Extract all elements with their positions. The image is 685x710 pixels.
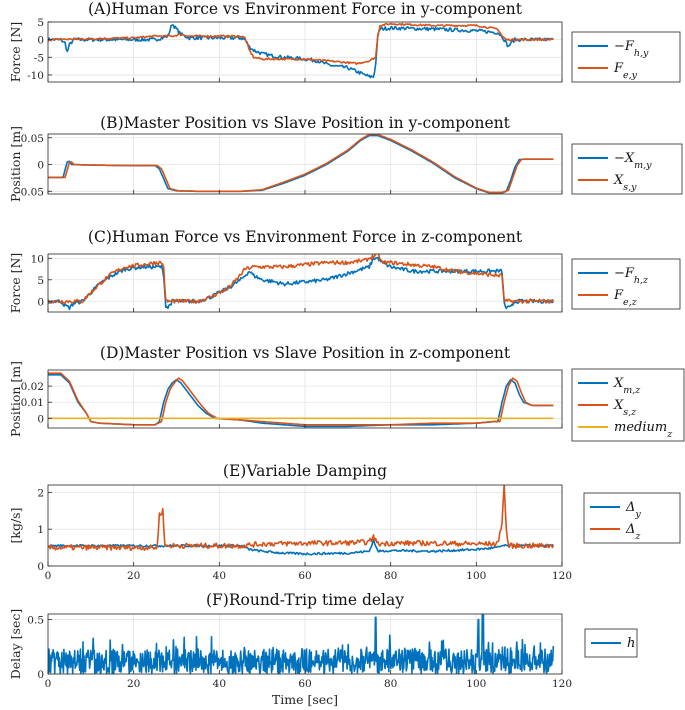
series-group	[48, 134, 554, 194]
x-axis-label: Time [sec]	[272, 692, 338, 707]
y-tick-label: 0	[37, 35, 44, 47]
y-axis-label: [kg/s]	[8, 508, 23, 544]
legend-label: mediumz	[614, 420, 673, 440]
x-tick-label: 60	[298, 678, 311, 690]
panel-title: (C)Human Force vs Environment Force in z…	[88, 228, 523, 246]
legend-label: Fe,z	[613, 288, 638, 308]
legend: h	[584, 628, 638, 658]
y-tick-label: -0.05	[17, 186, 44, 198]
panel-title: (F)Round-Trip time delay	[206, 591, 404, 609]
legend-label: h	[627, 636, 635, 651]
panel-title: (A)Human Force vs Environment Force in y…	[88, 0, 523, 18]
y-axis-label: Delay [sec]	[8, 609, 23, 679]
series-line-1	[48, 134, 554, 194]
legend-box	[571, 31, 681, 83]
x-tick-label: 100	[466, 678, 486, 690]
legend-label: −Fh,z	[614, 266, 649, 286]
x-tick-label: 20	[127, 678, 140, 690]
y-tick-label: 1	[37, 524, 44, 536]
series-group	[48, 254, 555, 311]
y-tick-label: 0	[37, 413, 44, 425]
legend-box	[571, 143, 683, 195]
series-line-1	[48, 372, 554, 426]
y-tick-label: 2	[37, 487, 44, 499]
panel-a-human-force-y: (A)Human Force vs Environment Force in y…	[8, 0, 681, 83]
y-tick-label: 0	[37, 669, 44, 681]
x-tick-label: 120	[552, 570, 572, 582]
legend: −Fh,yFe,y	[571, 31, 681, 83]
y-tick-label: 0.02	[21, 381, 44, 393]
panel-title: (D)Master Position vs Slave Position in …	[100, 344, 511, 362]
panel-c-human-force-z: (C)Human Force vs Environment Force in z…	[8, 228, 681, 314]
legend-label: Δz	[625, 522, 641, 542]
y-axis-label: Position [m]	[8, 126, 23, 202]
legend-box	[571, 258, 681, 310]
y-tick-label: 0	[37, 296, 44, 308]
x-tick-label: 120	[552, 678, 572, 690]
panel-d-position-z: (D)Master Position vs Slave Position in …	[8, 344, 685, 442]
series-line-0	[48, 256, 555, 311]
y-tick-label: 0.01	[21, 397, 44, 409]
x-tick-label: 80	[384, 678, 397, 690]
legend: −Xm,yXs,y	[571, 143, 683, 195]
y-tick-label: 10	[31, 253, 44, 265]
y-tick-label: 0	[37, 561, 44, 573]
y-axis-label: Position [m]	[8, 361, 23, 437]
legend: −Fh,zFe,z	[571, 258, 681, 310]
panel-b-position-y: (B)Master Position vs Slave Position in …	[8, 114, 683, 202]
legend-box	[583, 492, 681, 544]
legend-label: −Fh,y	[614, 39, 649, 59]
legend-label: Xs,y	[613, 173, 637, 193]
series-line-0	[48, 539, 554, 556]
x-tick-label: 40	[213, 678, 226, 690]
series-group	[48, 22, 554, 79]
legend-label: Δy	[625, 500, 641, 520]
x-tick-label: 60	[298, 570, 311, 582]
series-group	[48, 372, 554, 428]
y-tick-label: 5	[37, 275, 44, 287]
y-tick-label: 0.5	[27, 614, 44, 626]
series-line-1	[48, 485, 555, 551]
y-tick-label: 5	[37, 17, 44, 29]
y-axis-label: Force [N]	[8, 253, 23, 314]
legend-label: Xm,z	[613, 376, 641, 396]
panel-f-time-delay: (F)Round-Trip time delay Delay [sec] Tim…	[8, 591, 638, 707]
series-line-0	[48, 24, 554, 79]
y-axis-label: Force [N]	[8, 22, 23, 83]
series-line-1	[48, 22, 554, 66]
y-tick-label: 0.05	[21, 133, 44, 145]
y-tick-label: 0	[37, 160, 44, 172]
series-line-0	[48, 614, 555, 674]
y-tick-label: -10	[27, 70, 44, 82]
legend-label: −Xm,y	[614, 151, 652, 171]
x-tick-label: 80	[384, 570, 397, 582]
y-tick-label: -5	[34, 52, 44, 64]
series-group	[48, 485, 555, 556]
legend-label: Fe,y	[613, 61, 638, 81]
legend-label: Xs,z	[613, 398, 637, 418]
x-tick-label: 40	[213, 570, 226, 582]
x-tick-label: 20	[127, 570, 140, 582]
x-tick-label: 0	[45, 570, 52, 582]
panel-title: (B)Master Position vs Slave Position in …	[100, 114, 511, 132]
series-line-1	[48, 254, 555, 304]
panel-title: (E)Variable Damping	[223, 462, 387, 480]
x-tick-label: 100	[466, 570, 486, 582]
series-group	[48, 614, 555, 674]
x-tick-label: 0	[45, 678, 52, 690]
